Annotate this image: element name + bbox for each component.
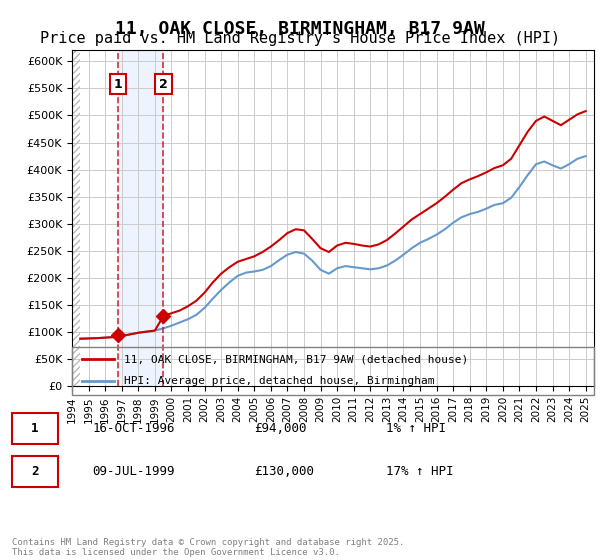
Text: 1: 1 [114,77,122,91]
Text: HPI: Average price, detached house, Birmingham: HPI: Average price, detached house, Birm… [124,376,434,386]
Text: 2: 2 [159,77,168,91]
Bar [118,50,163,386]
Text: 11, OAK CLOSE, BIRMINGHAM, B17 9AW (detached house): 11, OAK CLOSE, BIRMINGHAM, B17 9AW (deta… [124,354,469,364]
Bar [72,50,80,386]
Text: 09-JUL-1999: 09-JUL-1999 [92,465,175,478]
Text: 2: 2 [31,465,39,478]
Text: 17% ↑ HPI: 17% ↑ HPI [386,465,454,478]
Text: £130,000: £130,000 [254,465,314,478]
Text: 11, OAK CLOSE, BIRMINGHAM, B17 9AW: 11, OAK CLOSE, BIRMINGHAM, B17 9AW [115,20,485,38]
Text: 16-OCT-1996: 16-OCT-1996 [92,422,175,435]
Text: Price paid vs. HM Land Registry's House Price Index (HPI): Price paid vs. HM Land Registry's House … [40,31,560,46]
Text: Contains HM Land Registry data © Crown copyright and database right 2025.
This d: Contains HM Land Registry data © Crown c… [12,538,404,557]
Text: £94,000: £94,000 [254,422,307,435]
Text: 1: 1 [31,422,39,435]
Bar [72,50,80,386]
Text: 1% ↑ HPI: 1% ↑ HPI [386,422,446,435]
